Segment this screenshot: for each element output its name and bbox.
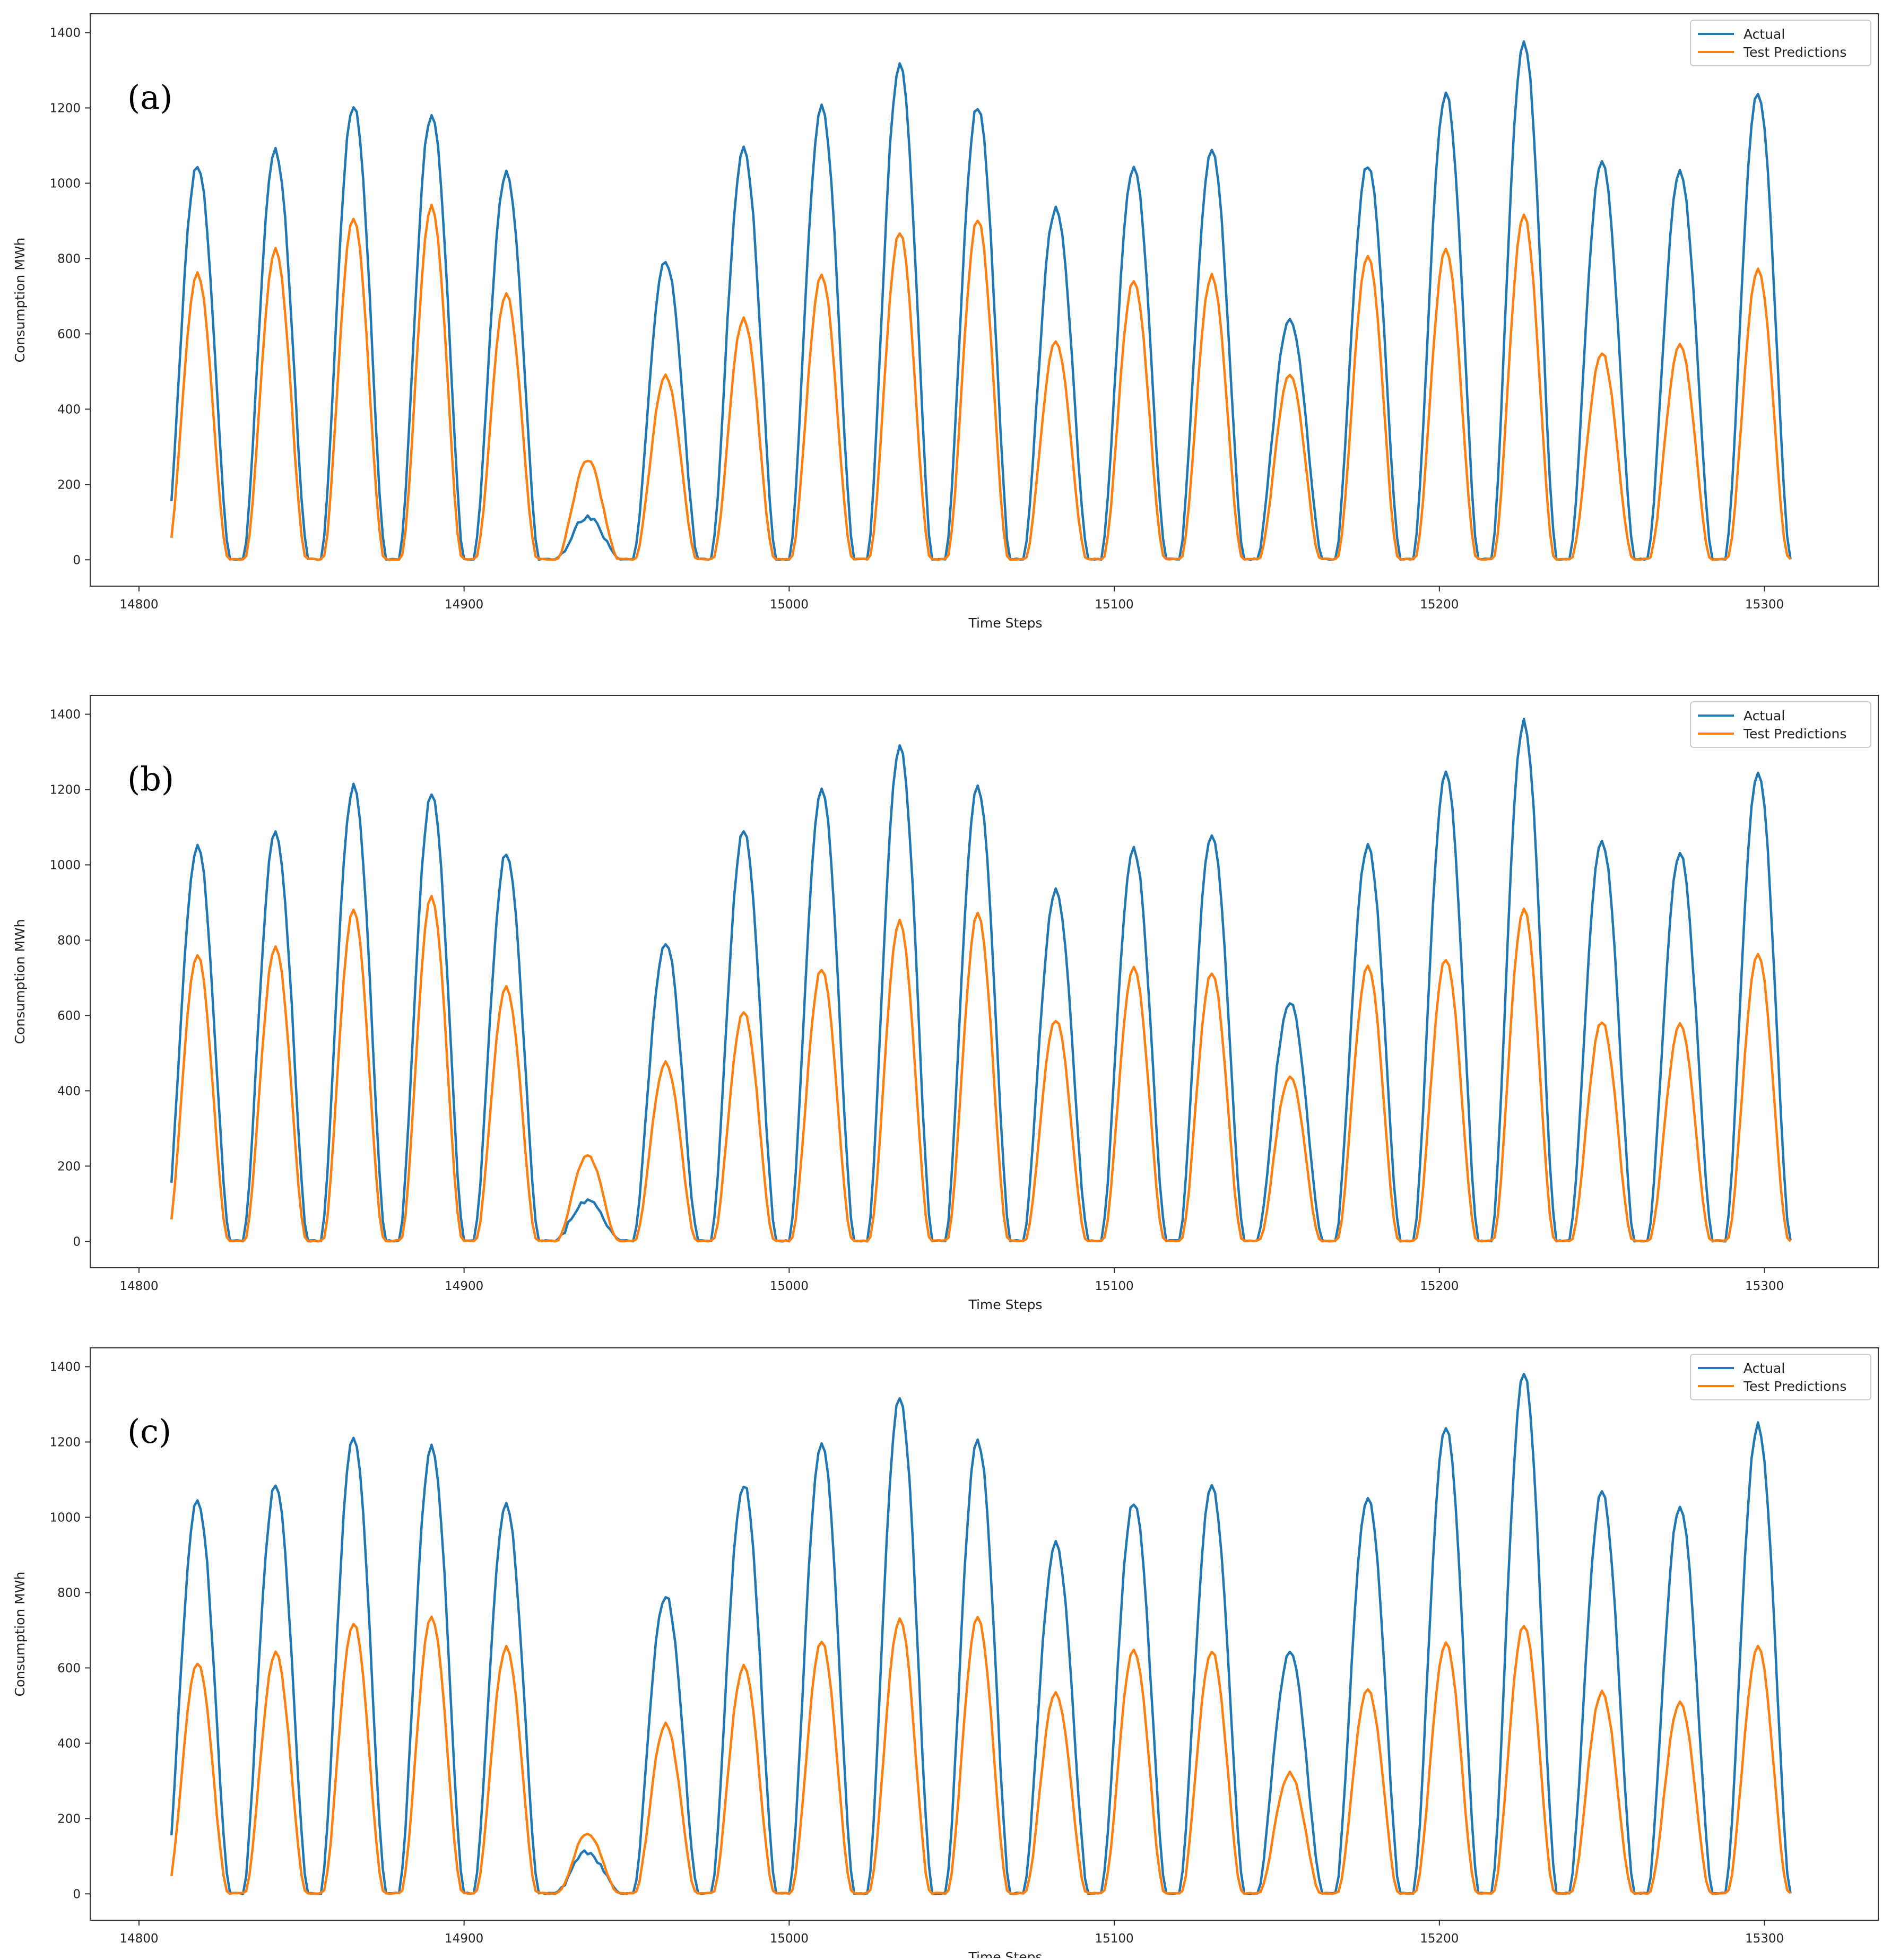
y-tick-label-c-0: 0: [73, 1887, 81, 1901]
y-tick-label-c-1: 200: [57, 1812, 81, 1826]
y-tick-label-c-6: 1200: [49, 1435, 81, 1449]
x-tick-label-b-2: 15000: [770, 1279, 809, 1293]
x-tick-label-c-2: 15000: [770, 1932, 809, 1946]
legend-label-predictions-c: Test Predictions: [1743, 1379, 1846, 1394]
chart-svg-c: 0 200 400 600 800 1000 1200 1400 14800 14900 15000…: [12, 1347, 1879, 1960]
y-tick-label-a-0: 0: [73, 553, 81, 567]
plot-frame-b: [90, 695, 1879, 1268]
y-tick-label-c-4: 800: [57, 1586, 81, 1600]
y-tick-label-b-0: 0: [73, 1235, 81, 1249]
x-tick-label-c-5: 15300: [1745, 1932, 1784, 1946]
legend-label-actual-a: Actual: [1743, 27, 1785, 42]
y-axis-label-a: Consumption MWh: [12, 238, 28, 363]
series-line-predictions-c: [170, 1615, 1792, 1895]
x-tick-label-c-3: 15100: [1095, 1932, 1134, 1946]
y-tick-label-c-5: 1000: [49, 1511, 81, 1525]
x-tick-label-b-0: 14800: [119, 1279, 158, 1293]
y-axis-label-b: Consumption MWh: [12, 919, 28, 1044]
plot-frame-a: [90, 13, 1879, 587]
x-tick-label-a-2: 15000: [770, 598, 809, 612]
chart-panel-a: 0 200 400 600 800 1000 1200 1400 14800 14900 15000…: [0, 0, 1891, 637]
x-tick-label-c-1: 14900: [445, 1932, 483, 1946]
chart-svg-a: 0 200 400 600 800 1000 1200 1400 14800 14900 15000…: [12, 13, 1879, 631]
x-tick-label-b-4: 15200: [1420, 1279, 1459, 1293]
legend-label-actual-b: Actual: [1743, 708, 1785, 724]
x-axis-label-c: Time Steps: [968, 1949, 1042, 1958]
plot-frame-c: [90, 1347, 1879, 1921]
x-tick-label-a-3: 15100: [1095, 598, 1134, 612]
legend-c: Actual Test Predictions: [1690, 1354, 1871, 1400]
y-tick-label-a-7: 1400: [49, 26, 81, 40]
legend-box-a: [1690, 20, 1871, 66]
legend-box-b: [1690, 701, 1871, 748]
y-tick-label-b-5: 1000: [49, 858, 81, 872]
series-line-actual-a: [170, 40, 1792, 561]
panel-label-a: (a): [127, 78, 172, 117]
y-tick-label-b-3: 600: [57, 1009, 81, 1023]
chart-panel-c: 0 200 400 600 800 1000 1200 1400 14800 14900 15000…: [0, 1334, 1891, 1960]
x-tick-label-a-5: 15300: [1745, 598, 1784, 612]
x-tick-label-a-4: 15200: [1420, 598, 1459, 612]
x-tick-label-b-3: 15100: [1095, 1279, 1134, 1293]
series-line-actual-c: [170, 1373, 1792, 1895]
y-tick-label-a-1: 200: [57, 478, 81, 492]
y-tick-label-a-6: 1200: [49, 101, 81, 115]
chart-panel-b: 0 200 400 600 800 1000 1200 1400 14800 14900 15000…: [0, 682, 1891, 1318]
legend-b: Actual Test Predictions: [1690, 701, 1871, 748]
x-axis-label-b: Time Steps: [968, 1297, 1042, 1312]
legend-label-predictions-b: Test Predictions: [1743, 726, 1846, 742]
legend-label-actual-c: Actual: [1743, 1361, 1785, 1376]
x-tick-label-a-0: 14800: [119, 598, 158, 612]
series-line-predictions-b: [170, 895, 1792, 1243]
y-tick-label-c-2: 400: [57, 1737, 81, 1750]
series-line-predictions-a: [170, 203, 1792, 561]
y-axis-label-c: Consumption MWh: [12, 1572, 28, 1697]
y-tick-label-c-7: 1400: [49, 1360, 81, 1374]
y-tick-label-b-1: 200: [57, 1160, 81, 1173]
y-tick-label-a-3: 600: [57, 327, 81, 341]
panel-label-c: (c): [127, 1412, 171, 1451]
x-tick-label-c-0: 14800: [119, 1932, 158, 1946]
series-line-actual-b: [170, 718, 1792, 1243]
x-tick-label-b-1: 14900: [445, 1279, 483, 1293]
y-tick-label-a-2: 400: [57, 403, 81, 416]
x-tick-label-b-5: 15300: [1745, 1279, 1784, 1293]
y-tick-label-b-4: 800: [57, 934, 81, 947]
y-tick-label-a-4: 800: [57, 252, 81, 266]
legend-a: Actual Test Predictions: [1690, 20, 1871, 66]
legend-box-c: [1690, 1354, 1871, 1400]
chart-svg-b: 0 200 400 600 800 1000 1200 1400 14800 14900 15000…: [12, 695, 1879, 1312]
x-tick-label-c-4: 15200: [1420, 1932, 1459, 1946]
y-tick-label-c-3: 600: [57, 1661, 81, 1675]
x-axis-label-a: Time Steps: [968, 615, 1042, 631]
legend-label-predictions-a: Test Predictions: [1743, 45, 1846, 60]
x-tick-label-a-1: 14900: [445, 598, 483, 612]
y-tick-label-a-5: 1000: [49, 177, 81, 190]
y-tick-label-b-2: 400: [57, 1084, 81, 1098]
y-tick-label-b-7: 1400: [49, 708, 81, 721]
panel-label-b: (b): [127, 760, 174, 798]
y-tick-label-b-6: 1200: [49, 783, 81, 797]
